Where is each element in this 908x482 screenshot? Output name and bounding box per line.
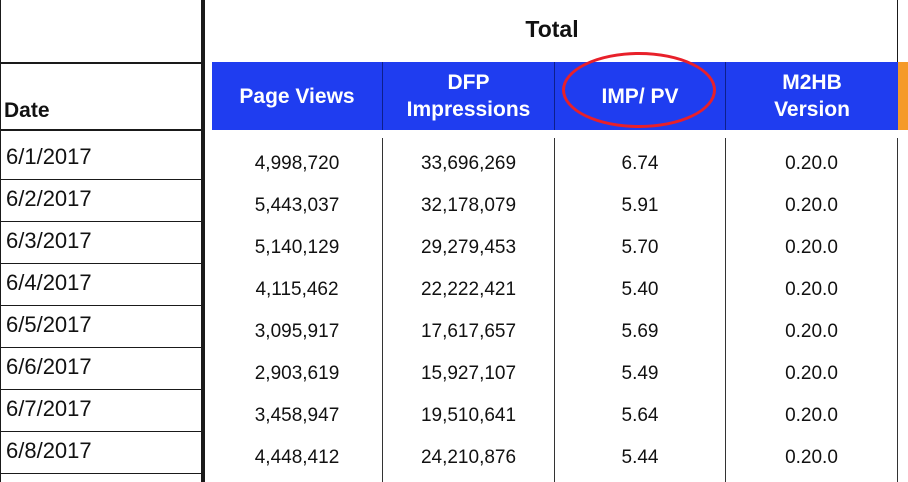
m2hb-version-cell[interactable]: 0.20.0 <box>785 195 838 216</box>
m2hb-label-line2: Version <box>774 98 850 121</box>
page-views-cell[interactable]: 3,458,947 <box>254 405 340 426</box>
page-views-cell[interactable]: 5,443,037 <box>254 195 340 216</box>
imp-pv-cell[interactable]: 6.74 <box>621 153 659 174</box>
m2hb-version-cell[interactable]: 0.20.0 <box>785 279 838 300</box>
table-row: 6/8/2017 4,448,412 24,210,876 5.44 0.20.0 <box>0 432 908 474</box>
date-column-header[interactable]: Date <box>4 96 194 126</box>
table-row: 6/5/2017 3,095,917 17,617,657 5.69 0.20.0 <box>0 306 908 348</box>
date-cell[interactable]: 6/2/2017 <box>6 186 92 211</box>
header-divider-3 <box>725 62 726 130</box>
m2hb-version-cell[interactable]: 0.20.0 <box>785 321 838 342</box>
date-cell[interactable]: 6/1/2017 <box>6 144 92 169</box>
row-separator <box>0 179 205 180</box>
m2hb-version-cell[interactable]: 0.20.0 <box>785 153 838 174</box>
left-border <box>0 0 1 482</box>
column-header-dfp-impressions[interactable]: DFP Impressions <box>383 62 554 130</box>
body-divider-3 <box>725 138 726 482</box>
dfp-impressions-cell[interactable]: 15,927,107 <box>420 363 517 384</box>
date-cell[interactable]: 6/3/2017 <box>6 228 92 253</box>
dfp-impressions-cell[interactable]: 29,279,453 <box>420 237 517 258</box>
row-separator <box>0 431 205 432</box>
date-cell[interactable]: 6/5/2017 <box>6 312 92 337</box>
page-views-cell[interactable]: 4,998,720 <box>254 153 340 174</box>
body-divider-4 <box>897 138 898 482</box>
dfp-impressions-cell[interactable]: 33,696,269 <box>420 153 517 174</box>
page-views-cell[interactable]: 5,140,129 <box>254 237 340 258</box>
row-separator <box>0 389 205 390</box>
imp-pv-cell[interactable]: 5.49 <box>621 363 659 384</box>
m2hb-label-line1: M2HB <box>782 71 842 94</box>
imp-pv-cell[interactable]: 5.91 <box>621 195 659 216</box>
header-divider-2 <box>554 62 555 130</box>
m2hb-version-cell[interactable]: 0.20.0 <box>785 363 838 384</box>
date-cell[interactable]: 6/8/2017 <box>6 438 92 463</box>
row-separator <box>0 263 205 264</box>
dfp-label-line2: Impressions <box>406 98 531 121</box>
table-row: 6/6/2017 2,903,619 15,927,107 5.49 0.20.0 <box>0 348 908 390</box>
row-separator <box>0 347 205 348</box>
dfp-label-line1: DFP <box>447 71 490 94</box>
date-cell[interactable]: 6/6/2017 <box>6 354 92 379</box>
table-row: 6/3/2017 5,140,129 29,279,453 5.70 0.20.0 <box>0 222 908 264</box>
m2hb-version-cell[interactable]: 0.20.0 <box>785 405 838 426</box>
page-views-cell[interactable]: 2,903,619 <box>254 363 340 384</box>
column-header-page-views[interactable]: Page Views <box>212 62 382 130</box>
dfp-impressions-cell[interactable]: 22,222,421 <box>420 279 517 300</box>
header-bottom-line <box>0 129 205 131</box>
row-separator <box>0 305 205 306</box>
date-header-label: Date <box>4 99 50 122</box>
column-header-m2hb-version[interactable]: M2HB Version <box>726 62 898 130</box>
date-column-divider <box>201 0 205 482</box>
right-border <box>897 0 898 64</box>
date-cell[interactable]: 6/7/2017 <box>6 396 92 421</box>
imp-pv-cell[interactable]: 5.44 <box>621 447 659 468</box>
orange-edge-accent <box>898 62 908 130</box>
page-views-cell[interactable]: 3,095,917 <box>254 321 340 342</box>
dfp-impressions-cell[interactable]: 17,617,657 <box>420 321 517 342</box>
dfp-impressions-cell[interactable]: 32,178,079 <box>420 195 517 216</box>
row-separator <box>0 473 205 474</box>
dfp-impressions-cell[interactable]: 19,510,641 <box>420 405 517 426</box>
imp-pv-cell[interactable]: 5.70 <box>621 237 659 258</box>
page-views-label: Page Views <box>239 84 355 108</box>
row-separator <box>0 221 205 222</box>
table-row: 6/7/2017 3,458,947 19,510,641 5.64 0.20.0 <box>0 390 908 432</box>
page-views-cell[interactable]: 4,448,412 <box>254 447 340 468</box>
imp-pv-cell[interactable]: 5.64 <box>621 405 659 426</box>
group-header-bottom-line <box>0 62 205 64</box>
m2hb-version-cell[interactable]: 0.20.0 <box>785 237 838 258</box>
table-row: 6/2/2017 5,443,037 32,178,079 5.91 0.20.0 <box>0 180 908 222</box>
dfp-impressions-cell[interactable]: 24,210,876 <box>420 447 517 468</box>
m2hb-version-cell[interactable]: 0.20.0 <box>785 447 838 468</box>
page-views-cell[interactable]: 4,115,462 <box>255 279 339 300</box>
table-row: 6/4/2017 4,115,462 22,222,421 5.40 0.20.0 <box>0 264 908 306</box>
table-row: 6/1/2017 4,998,720 33,696,269 6.74 0.20.0 <box>0 138 908 180</box>
imp-pv-cell[interactable]: 5.40 <box>621 279 659 300</box>
group-header-total: Total <box>525 15 579 42</box>
highlight-circle <box>562 52 716 128</box>
header-divider-1 <box>382 62 383 130</box>
date-cell[interactable]: 6/4/2017 <box>6 270 92 295</box>
body-divider-1 <box>382 138 383 482</box>
body-divider-2 <box>554 138 555 482</box>
imp-pv-cell[interactable]: 5.69 <box>621 321 659 342</box>
